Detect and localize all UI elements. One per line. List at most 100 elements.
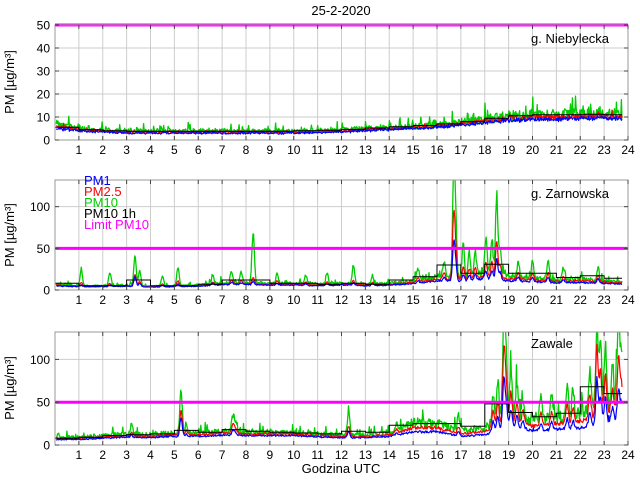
- x-tick-label: 5: [171, 448, 178, 462]
- x-tick-label: 8: [243, 293, 250, 307]
- x-tick-label: 22: [574, 293, 588, 307]
- legend-item-pm1: PM1: [84, 173, 111, 188]
- x-tick-label: 12: [335, 143, 349, 157]
- pm10-1h-step-line: [55, 113, 622, 132]
- pm2_5-series-line: [55, 343, 623, 440]
- x-tick-label: 9: [267, 448, 274, 462]
- y-axis-label-panel3: PM [µg/m³]: [2, 356, 17, 420]
- y-tick-label: 0: [43, 284, 50, 298]
- x-tick-label: 6: [195, 293, 202, 307]
- x-tick-label: 7: [219, 448, 226, 462]
- x-tick-label: 14: [383, 448, 397, 462]
- panel-name-zawale: Zawale: [531, 336, 573, 351]
- panel-2: 1 2 3 4 5 6 7 8 9 10 11 12 13 14 15 16 17 18 19 20 21 22 23 240…: [30, 179, 635, 307]
- x-tick-label: 22: [574, 143, 588, 157]
- legend-item-pm2_5: PM2.5: [84, 184, 122, 199]
- x-tick-label: 5: [171, 293, 178, 307]
- x-tick-label: 23: [597, 143, 611, 157]
- x-tick-label: 11: [311, 143, 324, 157]
- x-tick-label: 12: [335, 448, 349, 462]
- x-tick-label: 13: [359, 143, 373, 157]
- x-tick-label: 10: [287, 293, 301, 307]
- panel-name-niebylecka: g. Niebylecka: [531, 31, 610, 46]
- x-tick-label: 14: [383, 143, 397, 157]
- pm1-series-line: [55, 376, 623, 441]
- series-group: [55, 332, 623, 441]
- x-tick-label: 13: [359, 293, 373, 307]
- y-tick-label: 30: [37, 65, 51, 79]
- x-tick-label: 4: [147, 293, 154, 307]
- x-tick-label: 13: [359, 448, 373, 462]
- pm10-1h-step-line: [55, 386, 622, 439]
- x-tick-label: 18: [478, 448, 492, 462]
- x-tick-label: 18: [478, 143, 492, 157]
- x-tick-label: 24: [621, 293, 635, 307]
- x-tick-label: 16: [430, 143, 444, 157]
- x-tick-label: 16: [430, 448, 444, 462]
- x-tick-label: 20: [526, 143, 540, 157]
- legend-item-pm10: PM10: [84, 195, 118, 210]
- x-tick-label: 8: [243, 143, 250, 157]
- panel-3: 1 2 3 4 5 6 7 8 9 10 11 12 13 14 15 16 17 18 19 20 21 22 23 240…: [30, 331, 635, 462]
- x-tick-label: 2: [99, 293, 106, 307]
- x-tick-label: 20: [526, 448, 540, 462]
- x-tick-label: 10: [287, 448, 301, 462]
- x-tick-label: 11: [311, 448, 324, 462]
- x-tick-label: 1: [76, 293, 83, 307]
- x-tick-label: 21: [550, 293, 564, 307]
- axis-ticks: [55, 24, 629, 141]
- legend: PM1 PM2.5 PM10 PM10 1h Limit PM10: [84, 173, 149, 232]
- x-tick-label: 17: [454, 293, 468, 307]
- axis-ticks: [55, 332, 629, 446]
- x-tick-label: 9: [267, 143, 274, 157]
- x-tick-label: 12: [335, 293, 349, 307]
- x-tick-label: 3: [123, 143, 130, 157]
- x-tick-label: 5: [171, 143, 178, 157]
- x-tick-label: 22: [574, 448, 588, 462]
- x-tick-label: 14: [383, 293, 397, 307]
- x-tick-label: 4: [147, 143, 154, 157]
- generated-chart-layers: 1 2 3 4 5 6 7 8 9 10 11 12 13 14 15 16 17 18 19 20 21 22 23 240…: [30, 19, 635, 463]
- figure-title: 25-2-2020: [311, 3, 370, 18]
- x-tick-label: 1: [76, 143, 83, 157]
- x-tick-label: 6: [195, 448, 202, 462]
- x-axis-label: Godzina UTC: [302, 461, 381, 476]
- pm10-series-line: [55, 332, 623, 440]
- x-tick-label: 1: [76, 448, 83, 462]
- x-tick-label: 10: [287, 143, 301, 157]
- tick-labels: 1 2 3 4 5 6 7 8 9 10 11 12 13 14 15 16 17 18 19 20 21 22 23 240…: [37, 19, 635, 158]
- x-tick-label: 17: [454, 448, 468, 462]
- y-tick-label: 0: [43, 439, 50, 453]
- x-tick-label: 7: [219, 293, 226, 307]
- legend-item-pm10-1h: PM10 1h: [84, 206, 136, 221]
- axis-ticks: [55, 180, 629, 291]
- x-tick-label: 2: [99, 448, 106, 462]
- x-tick-label: 6: [195, 143, 202, 157]
- x-tick-label: 3: [123, 293, 130, 307]
- pm10-1h-step-line: [55, 263, 622, 287]
- x-tick-label: 15: [406, 293, 420, 307]
- y-tick-label: 100: [30, 200, 50, 214]
- x-tick-label: 8: [243, 448, 250, 462]
- x-tick-label: 15: [406, 143, 420, 157]
- y-tick-label: 50: [37, 242, 51, 256]
- x-tick-label: 21: [550, 143, 564, 157]
- x-tick-label: 21: [550, 448, 564, 462]
- x-tick-label: 4: [147, 448, 154, 462]
- x-tick-label: 16: [430, 293, 444, 307]
- y-tick-label: 40: [37, 42, 51, 56]
- x-tick-label: 24: [621, 448, 635, 462]
- x-tick-label: 19: [502, 293, 516, 307]
- y-axis-label-panel1: PM [µg/m³]: [2, 50, 17, 114]
- x-tick-label: 20: [526, 293, 540, 307]
- x-tick-label: 3: [123, 448, 130, 462]
- legend-item-limit-pm10: Limit PM10: [84, 217, 149, 232]
- panel-name-zarnowska: g. Zarnowska: [531, 186, 610, 201]
- y-tick-label: 20: [37, 88, 51, 102]
- x-tick-label: 2: [99, 143, 106, 157]
- x-tick-label: 19: [502, 143, 516, 157]
- y-axis-label-panel2: PM [µg/m³]: [2, 203, 17, 267]
- panel-1: 1 2 3 4 5 6 7 8 9 10 11 12 13 14 15 16 17 18 19 20 21 22 23 240…: [37, 19, 635, 158]
- tick-labels: 1 2 3 4 5 6 7 8 9 10 11 12 13 14 15 16 17 18 19 20 21 22 23 240…: [30, 200, 635, 307]
